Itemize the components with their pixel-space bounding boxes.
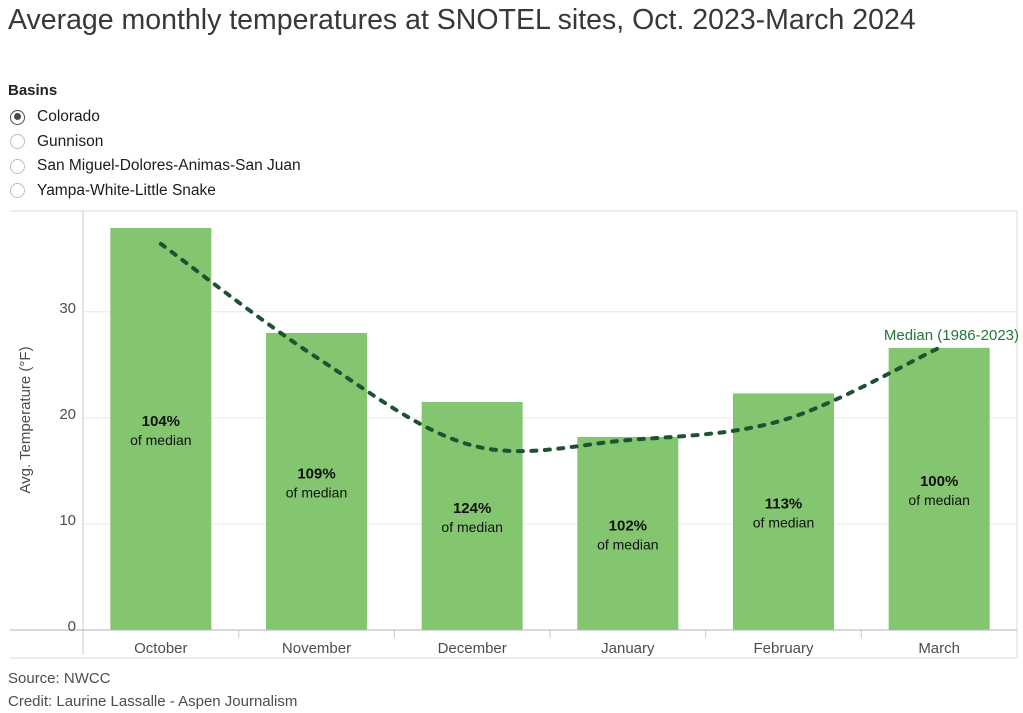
- x-tick-label-february: February: [753, 640, 814, 657]
- y-tick-label-20: 20: [59, 406, 76, 423]
- x-tick-label-october: October: [134, 640, 187, 657]
- median-line-label: Median (1986-2023): [884, 327, 1019, 344]
- y-tick-label-0: 0: [68, 618, 76, 635]
- chart-footer: Source: NWCC Credit: Laurine Lassalle - …: [8, 668, 297, 713]
- x-tick-label-january: January: [601, 640, 655, 657]
- bar-pct-label: 100%: [920, 473, 958, 490]
- source-text: Source: NWCC: [8, 668, 297, 691]
- y-axis-title: Avg. Temperature (°F): [17, 346, 34, 493]
- bar-pct-sublabel: of median: [286, 484, 347, 500]
- bar-pct-label: 109%: [297, 465, 335, 482]
- bar-pct-label: 124%: [453, 500, 491, 517]
- bar-pct-sublabel: of median: [130, 432, 191, 448]
- x-tick-label-march: March: [918, 640, 960, 657]
- bar-pct-sublabel: of median: [597, 536, 658, 552]
- bar-pct-sublabel: of median: [753, 515, 814, 531]
- bar-pct-label: 113%: [765, 496, 803, 513]
- bar-pct-label: 104%: [142, 413, 180, 430]
- x-tick-label-december: December: [438, 640, 507, 657]
- bar-pct-sublabel: of median: [908, 492, 969, 508]
- y-tick-label-30: 30: [59, 300, 76, 317]
- bar-pct-sublabel: of median: [441, 519, 502, 535]
- credit-text: Credit: Laurine Lassalle - Aspen Journal…: [8, 691, 297, 713]
- x-tick-label-november: November: [282, 640, 351, 657]
- y-tick-label-10: 10: [59, 512, 76, 529]
- bar-pct-label: 102%: [609, 517, 647, 534]
